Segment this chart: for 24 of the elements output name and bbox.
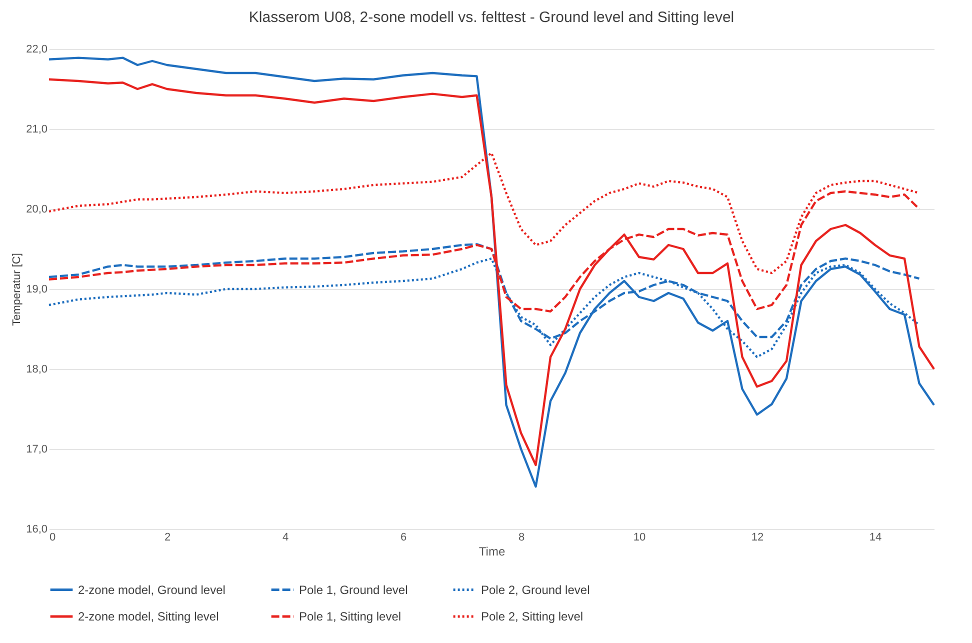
x-tick-label: 12: [751, 532, 764, 544]
legend-label: 2-zone model, Sitting level: [78, 610, 219, 624]
legend-label: Pole 1, Ground level: [299, 582, 408, 597]
y-tick-label: 17,0: [26, 444, 48, 456]
x-tick-label: 2: [164, 532, 171, 544]
y-tick-label: 20,0: [26, 204, 48, 216]
legend-label: Pole 1, Sitting level: [299, 610, 402, 624]
y-tick-label: 16,0: [26, 524, 48, 536]
legend-label: Pole 2, Ground level: [481, 582, 590, 597]
y-tick-label: 18,0: [26, 364, 48, 376]
chart-title: Klasserom U08, 2-sone modell vs. felttest - Ground level and Sitting level: [248, 9, 734, 26]
legend-label: 2-zone model, Ground level: [78, 582, 226, 597]
x-tick-label: 8: [518, 532, 525, 544]
x-tick-label: 4: [282, 532, 289, 544]
y-axis-title: Temperatur [C]: [11, 253, 24, 326]
y-tick-label: 22,0: [26, 44, 48, 56]
x-tick-label: 10: [633, 532, 646, 544]
x-axis-title: Time: [478, 544, 506, 558]
y-tick-label: 21,0: [26, 124, 48, 136]
legend-label: Pole 2, Sitting level: [481, 610, 584, 624]
x-tick-label: 6: [400, 532, 407, 544]
x-tick-label: 0: [50, 532, 56, 544]
y-tick-label: 19,0: [26, 284, 48, 296]
x-tick-label: 14: [869, 532, 882, 544]
